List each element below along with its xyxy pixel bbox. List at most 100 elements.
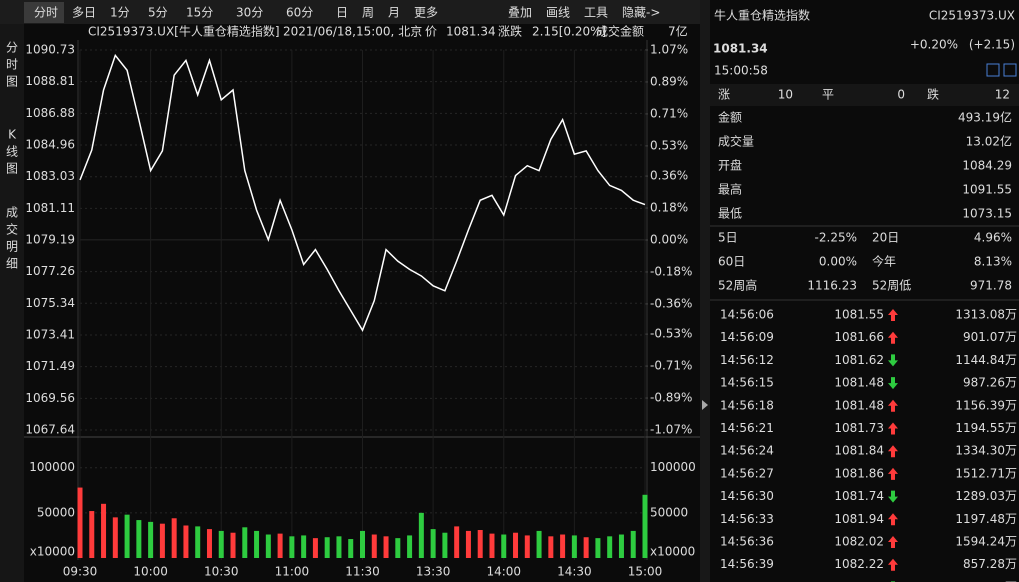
period-value: -2.25% (815, 231, 857, 245)
side-tab[interactable]: 成 (6, 206, 18, 220)
trade-volume: 1197.48万 (955, 512, 1017, 526)
info-datetime: 2021/06/18,15:00, 北京 (283, 25, 422, 39)
volume-bar (101, 503, 107, 558)
toolbar-tab[interactable]: 月 (388, 6, 400, 20)
stat-value: 1073.15 (962, 207, 1012, 221)
volume-bar (230, 532, 236, 558)
panel-pct: +0.20% (910, 38, 958, 52)
toolbar-tab[interactable]: 多日 (72, 6, 96, 20)
side-tab[interactable]: K (8, 128, 17, 142)
y-tick-label: 1079.19 (25, 232, 75, 246)
toolbar-tab[interactable]: 分时 (34, 6, 58, 20)
volume-bar (336, 536, 342, 558)
volume-bar (148, 521, 154, 558)
edit-icon[interactable] (986, 63, 1000, 77)
panel-change: (+2.15) (969, 38, 1015, 52)
y2-tick-label: 0.71% (650, 106, 688, 120)
trade-volume: 1334.30万 (955, 444, 1017, 458)
toolbar-tab[interactable]: 1分 (110, 6, 130, 20)
x-tick-label: 13:30 (416, 565, 451, 579)
volume-bar (465, 530, 471, 558)
trade-volume: 1594.24万 (955, 535, 1017, 549)
trade-arrow (888, 309, 898, 321)
volume-bar (360, 530, 365, 558)
y-tick-label: 1069.56 (25, 391, 75, 405)
info-change: 2.15[0.20%] (532, 25, 606, 39)
volume-bar (548, 536, 554, 558)
trade-volume: 1313.08万 (955, 308, 1017, 322)
toolbar-tool[interactable]: 叠加 (508, 6, 532, 20)
period-value: 0.00% (819, 255, 857, 269)
trade-volume: 1512.71万 (955, 466, 1017, 480)
volume-tick-label-right: 100000 (650, 460, 696, 474)
stat-value: 493.19亿 (958, 110, 1012, 125)
volume-bar (124, 514, 130, 558)
toolbar-tool[interactable]: 画线 (546, 6, 570, 20)
side-tab[interactable]: 细 (6, 257, 18, 271)
toolbar-tab[interactable]: 30分 (236, 6, 263, 20)
panel-time: 15:00:58 (714, 64, 768, 78)
y-tick-label: 1075.34 (25, 296, 75, 310)
collapse-arrow[interactable] (702, 400, 708, 410)
info-change-label: 涨跌 (498, 24, 522, 39)
x-tick-label: 11:00 (275, 565, 310, 579)
trade-price: 1081.55 (834, 308, 884, 322)
trade-price: 1081.66 (834, 330, 884, 344)
toolbar-tab[interactable]: 日 (336, 6, 348, 20)
info-amount-label: 成交金额 (596, 24, 644, 39)
y2-tick-label: 0.18% (650, 201, 688, 215)
trade-volume: 901.07万 (963, 330, 1017, 344)
side-tab[interactable]: 明 (6, 240, 18, 254)
y2-tick-label: 0.36% (650, 169, 688, 183)
toolbar-tab[interactable]: 60分 (286, 6, 313, 20)
toolbar-tool[interactable]: 工具 (584, 6, 608, 20)
stat-label: 金额 (718, 110, 742, 125)
trade-volume: 987.26万 (963, 376, 1017, 390)
volume-bar (89, 511, 95, 558)
volume-bar (348, 539, 354, 558)
volume-bar (265, 534, 271, 558)
side-tab[interactable]: 图 (6, 75, 18, 89)
side-tab[interactable]: 时 (6, 58, 18, 72)
toolbar-tab[interactable]: 周 (362, 6, 374, 20)
trade-time: 14:56:09 (720, 330, 774, 344)
volume-bar (477, 530, 483, 558)
trade-arrow (888, 399, 898, 412)
period-label: 今年 (872, 254, 896, 269)
volume-bar (571, 535, 577, 558)
y2-tick-label: 0.89% (650, 74, 688, 88)
volume-bar (595, 538, 601, 558)
y2-tick-label: -0.71% (650, 359, 692, 373)
trade-price: 1081.48 (834, 376, 884, 390)
toolbar-tab[interactable]: 更多 (414, 6, 438, 20)
x-tick-label: 09:30 (63, 565, 98, 579)
trade-time: 14:56:12 (720, 353, 774, 367)
volume-bar (289, 536, 295, 558)
side-tab[interactable]: 分 (6, 41, 18, 55)
side-tab[interactable]: 图 (6, 162, 18, 176)
trade-volume: 1156.39万 (955, 398, 1017, 412)
side-tab[interactable]: 交 (6, 222, 18, 237)
y2-tick-label: 1.07% (650, 43, 688, 57)
breadth-label: 跌 (927, 87, 939, 102)
volume-bar (489, 533, 495, 558)
price-line (79, 53, 646, 332)
trade-arrow (888, 445, 898, 458)
trade-arrow (888, 490, 898, 503)
period-label: 5日 (718, 231, 738, 245)
y-tick-label: 1067.64 (25, 423, 75, 437)
volume-tick-label: 100000 (29, 460, 75, 474)
volume-bar (324, 537, 330, 558)
panel-name: 牛人重仓精选指数 (714, 8, 810, 23)
volume-tick-label: 50000 (37, 505, 75, 519)
add-icon[interactable] (1003, 63, 1017, 77)
side-tab[interactable]: 线 (6, 145, 18, 159)
period-value: 1116.23 (807, 279, 857, 293)
toolbar-tool[interactable]: 隐藏-> (622, 6, 660, 20)
toolbar-tab[interactable]: 5分 (148, 6, 168, 20)
toolbar-tab[interactable]: 15分 (186, 6, 213, 20)
info-price-label: 价 (425, 25, 437, 39)
trade-price: 1081.62 (834, 353, 884, 367)
stat-label: 开盘 (718, 158, 742, 173)
